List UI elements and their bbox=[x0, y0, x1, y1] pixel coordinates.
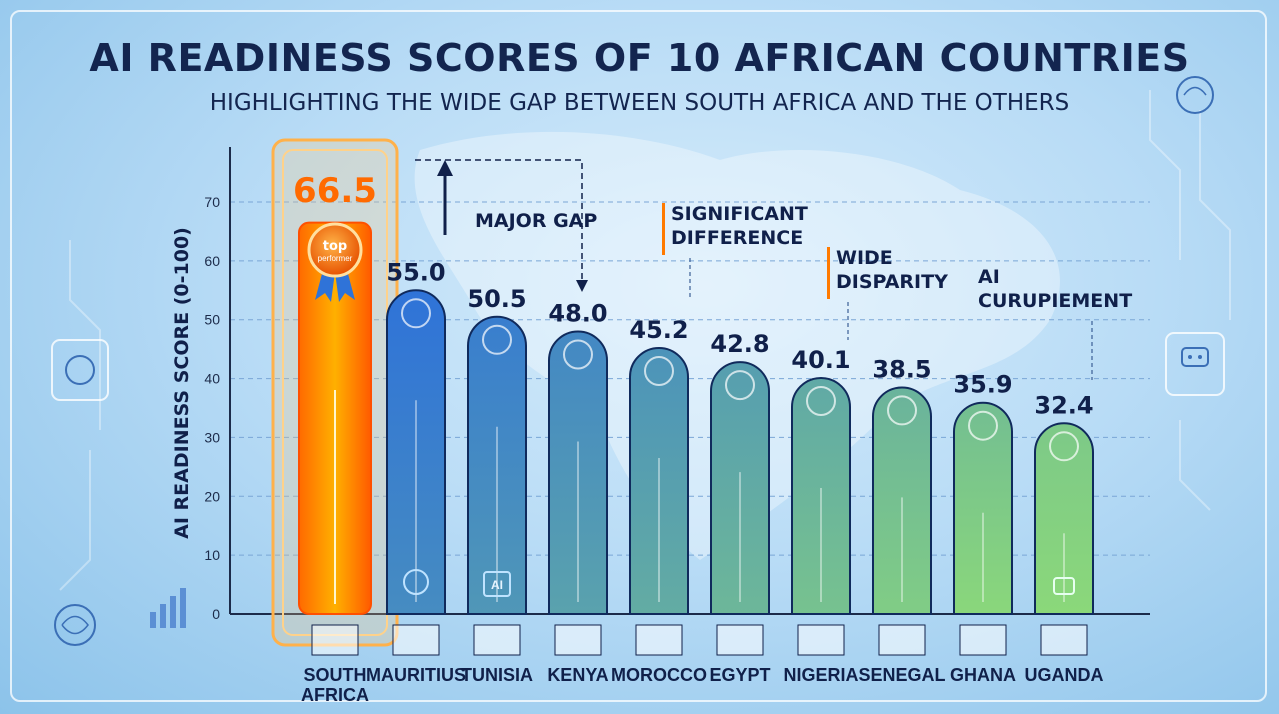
chart-title: AI READINESS SCORES OF 10 AFRICAN COUNTR… bbox=[89, 36, 1190, 80]
bar-cap-ring bbox=[887, 395, 917, 426]
country-flag-icon bbox=[959, 624, 1007, 656]
category-label: GHANA bbox=[950, 665, 1016, 685]
robot-icon bbox=[1053, 577, 1075, 595]
value-label: 32.4 bbox=[1034, 391, 1093, 419]
y-tick-label: 70 bbox=[204, 194, 220, 210]
category-label: KENYA bbox=[547, 665, 608, 685]
value-label: 66.5 bbox=[293, 171, 377, 211]
bar-cap-ring bbox=[725, 370, 755, 401]
annotation: MAJOR GAP bbox=[475, 210, 597, 232]
annotation-text: WIDE bbox=[836, 247, 893, 269]
y-tick-label: 10 bbox=[204, 547, 220, 563]
bar-graph-icon-bottom-left bbox=[150, 588, 186, 628]
gap-arrow-head-up bbox=[437, 160, 453, 176]
robot-icon-right bbox=[1165, 332, 1225, 396]
ai-chip-label: AI bbox=[491, 578, 503, 592]
category-label: SENEGAL bbox=[858, 665, 945, 685]
annotation-accent-bar bbox=[827, 247, 830, 299]
bar-cap-ring bbox=[806, 385, 836, 416]
value-label: 35.9 bbox=[953, 371, 1012, 399]
annotation-accent-bar bbox=[662, 203, 665, 255]
bar-cap-ring bbox=[1049, 431, 1079, 462]
brain-icon-bottom-left bbox=[54, 604, 96, 646]
y-tick-label: 30 bbox=[204, 429, 220, 445]
category-label: MOROCCO bbox=[611, 665, 707, 685]
major-gap-annotation bbox=[415, 159, 588, 292]
country-flag-icon bbox=[878, 624, 926, 656]
value-label: 42.8 bbox=[710, 330, 769, 358]
annotation-text: SIGNIFICANT bbox=[671, 203, 808, 225]
value-label: 45.2 bbox=[629, 316, 688, 344]
bar-cap-ring bbox=[563, 339, 593, 370]
background-decoration bbox=[59, 90, 1231, 591]
annotation-text: DISPARITY bbox=[836, 271, 948, 293]
country-flag-icon bbox=[554, 624, 602, 656]
chart-subtitle: HIGHLIGHTING THE WIDE GAP BETWEEN SOUTH … bbox=[209, 90, 1070, 116]
y-tick-label: 60 bbox=[204, 253, 220, 269]
bar-cap-ring bbox=[644, 355, 674, 386]
bar-cap-ring bbox=[401, 298, 431, 329]
y-axis-label: AI READINESS SCORE (0-100) bbox=[171, 227, 193, 539]
y-tick-label: 0 bbox=[212, 606, 220, 622]
bar-ghana bbox=[953, 401, 1013, 615]
category-label: AFRICA bbox=[301, 685, 369, 705]
country-flag-icon bbox=[473, 624, 521, 656]
brain-icon-left bbox=[51, 339, 109, 401]
world-map-silhouette bbox=[414, 131, 1060, 560]
y-tick-label: 50 bbox=[204, 312, 220, 328]
value-label: 55.0 bbox=[386, 258, 445, 286]
medal-label-performer: performer bbox=[318, 254, 353, 263]
annotation-text: MAJOR GAP bbox=[475, 210, 597, 232]
category-label: UGANDA bbox=[1025, 665, 1104, 685]
outer-frame bbox=[10, 10, 1267, 702]
country-flag-icon bbox=[392, 624, 440, 656]
bar-cap-ring bbox=[482, 324, 512, 355]
annotation-text: CURUPIEMENT bbox=[978, 290, 1132, 312]
country-flag-icon bbox=[635, 624, 683, 656]
country-flag-icon bbox=[716, 624, 764, 656]
category-label: EGYPT bbox=[709, 665, 770, 685]
category-label: MAURITIUS bbox=[366, 665, 466, 685]
value-label: 38.5 bbox=[872, 355, 931, 383]
y-tick-label: 40 bbox=[204, 371, 220, 387]
value-label: 48.0 bbox=[548, 299, 607, 327]
annotation-text: AI bbox=[978, 266, 1000, 288]
value-label: 50.5 bbox=[467, 285, 526, 313]
circuit-lines-left bbox=[59, 240, 101, 591]
circuit-lines-right bbox=[1149, 90, 1231, 511]
value-label: 40.1 bbox=[791, 346, 850, 374]
bar-cap-ring bbox=[968, 410, 998, 441]
gap-dashed-connector bbox=[415, 159, 583, 282]
country-flag-icon bbox=[797, 624, 845, 656]
bar-uganda bbox=[1034, 422, 1094, 615]
country-flag-icon bbox=[311, 624, 359, 656]
category-label: SOUTH bbox=[304, 665, 367, 685]
country-flag-icon bbox=[1040, 624, 1088, 656]
y-tick-label: 20 bbox=[204, 488, 220, 504]
annotation-text: DIFFERENCE bbox=[671, 227, 803, 249]
category-label: NIGERIA bbox=[783, 665, 858, 685]
brain-icon bbox=[403, 569, 429, 595]
ai-chip-icon: AI bbox=[483, 571, 511, 597]
brain-icon-top-right bbox=[1176, 76, 1214, 114]
gap-arrow-head-down bbox=[576, 280, 588, 292]
medal-label-top: top bbox=[323, 239, 347, 254]
category-label: TUNISIA bbox=[461, 665, 533, 685]
